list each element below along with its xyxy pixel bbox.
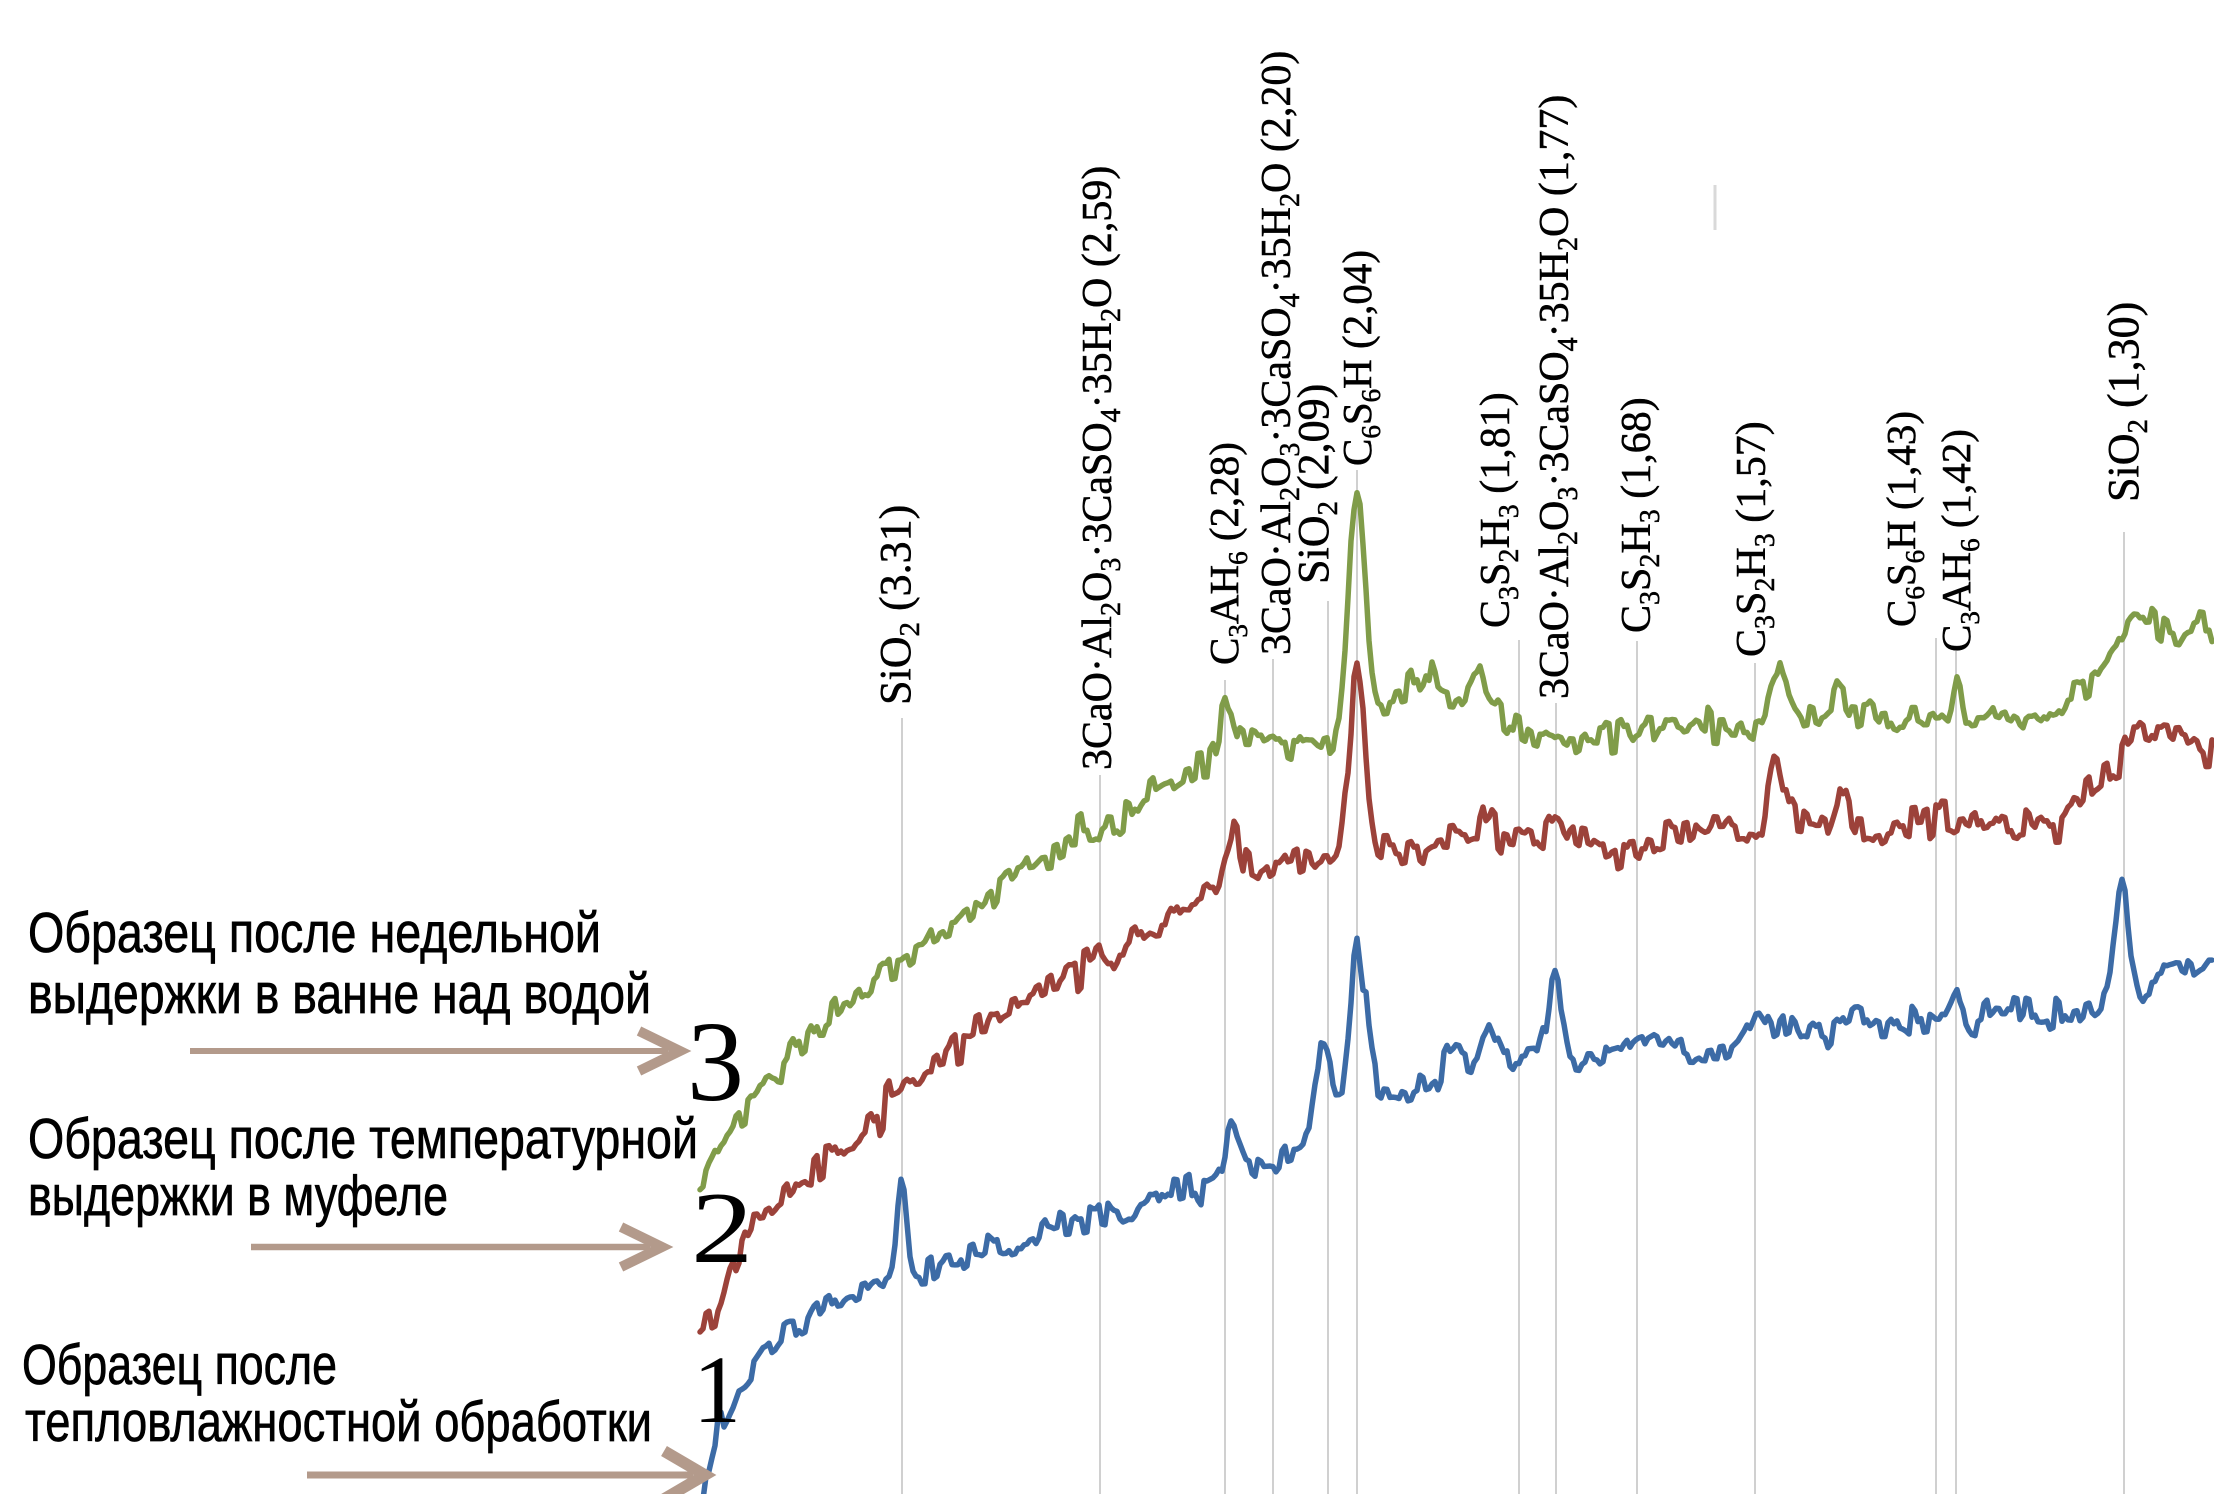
svg-text:Образец после недельной: Образец после недельной [28,901,601,965]
svg-text:SiO2 (3.31): SiO2 (3.31) [871,505,926,705]
svg-text:C6S6H (2,04): C6S6H (2,04) [1334,250,1386,466]
svg-text:выдержки в муфеле: выдержки в муфеле [28,1164,448,1228]
svg-text:SiO2 (2,09): SiO2 (2,09) [1289,384,1344,584]
svg-text:Образец после: Образец после [22,1333,337,1397]
svg-text:Образец после температурной: Образец после температурной [28,1107,698,1171]
svg-text:2: 2 [691,1171,753,1284]
svg-text:выдержки в ванне над водой: выдержки в ванне над водой [28,962,651,1026]
svg-text:3CaO·Al2O3·3CaSO4·35H2O (2,59): 3CaO·Al2O3·3CaSO4·35H2O (2,59) [1075,166,1127,770]
svg-text:SiO2 (1,30): SiO2 (1,30) [2099,302,2154,502]
svg-text:тепловлажностной обработки: тепловлажностной обработки [25,1390,652,1454]
svg-text:3CaO·Al2O3·3CaSO4·35H2O (2,20): 3CaO·Al2O3·3CaSO4·35H2O (2,20) [1254,51,1306,655]
svg-text:1: 1 [693,1336,741,1443]
svg-text:3: 3 [687,998,744,1125]
svg-text:3CaO·Al2O3·3CaSO4·35H2O (1,77): 3CaO·Al2O3·3CaSO4·35H2O (1,77) [1532,95,1584,699]
